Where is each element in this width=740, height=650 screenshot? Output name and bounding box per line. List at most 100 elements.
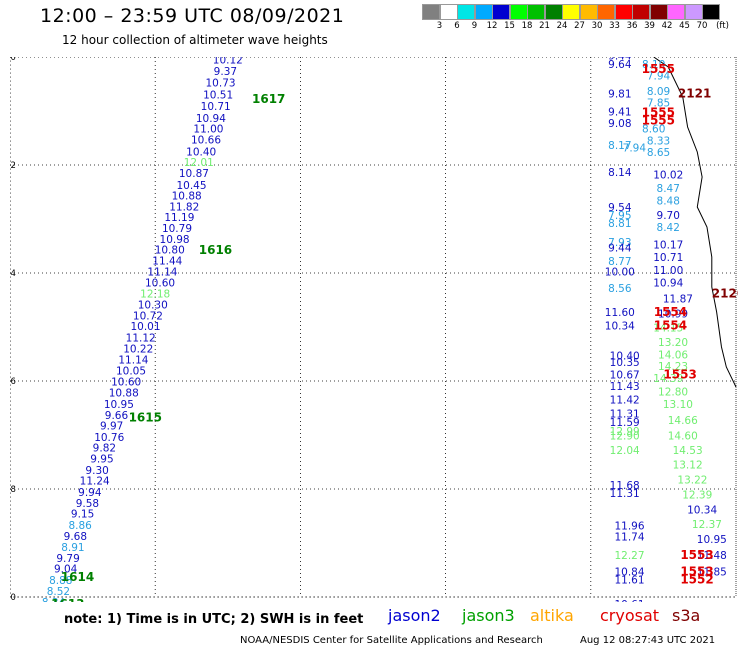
- wave-height-label: 9.70: [657, 210, 680, 222]
- wave-height-label: 8.34: [42, 597, 66, 602]
- legend-swatch: [439, 4, 458, 20]
- satellite-cryosat: cryosat: [600, 606, 660, 625]
- wave-height-label: 7.95: [608, 210, 631, 222]
- wave-height-label: 8.42: [657, 222, 680, 234]
- wave-height-label: 8.65: [647, 147, 670, 159]
- wave-height-label: 8.52: [47, 586, 70, 598]
- y-tick-label: -28: [10, 485, 16, 495]
- legend-swatch: [684, 4, 703, 20]
- wave-height-label: 8.86: [68, 520, 92, 532]
- y-tick-label: -20: [10, 57, 16, 63]
- y-tick-label: -24: [10, 269, 16, 279]
- legend-swatch: [492, 4, 510, 20]
- wave-height-label: 10.79: [162, 223, 192, 235]
- wave-height-label: 10.95: [697, 534, 727, 546]
- wave-height-label: 10.34: [605, 321, 635, 333]
- legend-swatch: [562, 4, 580, 20]
- wave-height-label: 8.17: [608, 140, 631, 152]
- legend-swatch: [527, 4, 545, 20]
- wave-height-label: 11.12: [126, 333, 156, 345]
- wave-height-label: 14.23: [658, 361, 688, 373]
- pass-id-label: 1615: [129, 411, 162, 425]
- wave-height-label: 14.53: [673, 445, 703, 457]
- wave-height-label: 10.17: [653, 240, 683, 252]
- timestamp: Aug 12 08:27:43 UTC 2021: [580, 635, 716, 646]
- satellite-altika: altika: [530, 606, 574, 625]
- wave-height-label: 11.87: [663, 294, 693, 306]
- legend-label: 27: [574, 21, 585, 31]
- wave-height-label: 11.14: [147, 267, 177, 279]
- wave-height-label: 8.14: [608, 167, 632, 179]
- wave-height-label: 11.43: [610, 381, 640, 393]
- wave-height-label: 9.44: [608, 242, 632, 254]
- legend-label: 15: [504, 21, 515, 31]
- wave-height-label: 10.12: [213, 57, 243, 66]
- wave-height-label: 9.77: [637, 57, 660, 60]
- wave-height-label: 10.67: [610, 369, 640, 381]
- wave-height-label: 8.33: [647, 135, 670, 147]
- legend-swatch: [474, 4, 493, 20]
- pass-id-label: 1614: [61, 570, 94, 584]
- pass-id-label: 2120: [712, 286, 738, 300]
- wave-height-label: 11.00: [653, 265, 683, 277]
- wave-height-label: 10.94: [653, 278, 683, 290]
- legend-swatch: [614, 4, 633, 20]
- wave-height-label: 14.60: [668, 430, 698, 442]
- pass-id-label: 1617: [252, 92, 285, 106]
- wave-height-label: 12.18: [140, 288, 170, 300]
- wave-height-label: 11.44: [152, 255, 182, 267]
- wave-height-label: 12.90: [610, 430, 640, 442]
- wave-height-label: 10.66: [191, 134, 221, 146]
- legend-swatch: [579, 4, 598, 20]
- legend-label: 6: [454, 21, 460, 31]
- wave-height-label: 10.73: [206, 78, 236, 90]
- wave-height-label: 8.88: [49, 575, 72, 587]
- wave-height-label: 12.39: [682, 490, 712, 502]
- wave-height-label: 9.41: [608, 106, 631, 118]
- wave-height-label: 9.66: [105, 410, 129, 422]
- legend-label: 30: [591, 21, 603, 31]
- wave-height-label: 11.60: [605, 307, 635, 319]
- wave-height-label: 8.10: [642, 59, 665, 71]
- wave-height-label: 7.94: [647, 71, 671, 83]
- wave-height-label: 10.71: [201, 101, 231, 113]
- legend-label: 36: [626, 21, 638, 31]
- wave-height-label: 10.76: [94, 432, 124, 444]
- color-legend: 3 6 9 12 15 18 21 24 27 30 33 36 39 42 45 70 (ft): [422, 0, 740, 34]
- pass-id-label: 2122: [673, 57, 706, 60]
- legend-label: 39: [644, 21, 655, 31]
- wave-height-label: 11.96: [614, 521, 644, 533]
- legend-swatch: [667, 4, 685, 20]
- wave-height-label: 11.48: [697, 550, 727, 562]
- wave-height-label: 10.84: [614, 566, 644, 578]
- wave-height-label: 9.58: [76, 498, 99, 510]
- wave-height-label: 11.68: [610, 480, 640, 492]
- legend-swatch: [457, 4, 475, 20]
- wave-height-label: 11.85: [697, 566, 727, 578]
- wave-height-label: 14.15: [653, 322, 683, 334]
- wave-height-label: 8.47: [657, 183, 680, 195]
- wave-height-label: 11.31: [610, 409, 640, 421]
- pass-id-label: 1555: [642, 114, 675, 128]
- legend-label: 42: [661, 21, 673, 31]
- wave-height-label: 8.91: [61, 542, 84, 554]
- wave-height-label: 10.88: [109, 388, 139, 400]
- pass-id-label: 1554: [654, 319, 687, 333]
- wave-height-label: 12.99: [610, 426, 640, 438]
- legend-label: 70: [696, 21, 708, 31]
- wave-height-label: 10.51: [203, 90, 233, 102]
- map-title: 12:00 – 23:59 UTC 08/09/2021: [40, 5, 345, 27]
- wave-height-label: 9.82: [93, 443, 116, 455]
- wave-height-label: 7.85: [647, 98, 670, 110]
- y-tick-label: -26: [10, 377, 16, 387]
- pass-id-label: 1555: [642, 105, 675, 119]
- legend-swatch: [544, 4, 563, 20]
- wave-height-label: 13.12: [673, 459, 703, 471]
- wave-height-label: 8.81: [608, 218, 631, 230]
- wave-height-label: 10.40: [186, 146, 216, 158]
- pass-id-label: 1553: [680, 564, 713, 578]
- legend-swatch: [702, 4, 720, 20]
- pass-id-label: 1554: [654, 305, 687, 319]
- wave-height-label: 10.71: [653, 252, 683, 264]
- y-tick-label: -22: [10, 161, 16, 171]
